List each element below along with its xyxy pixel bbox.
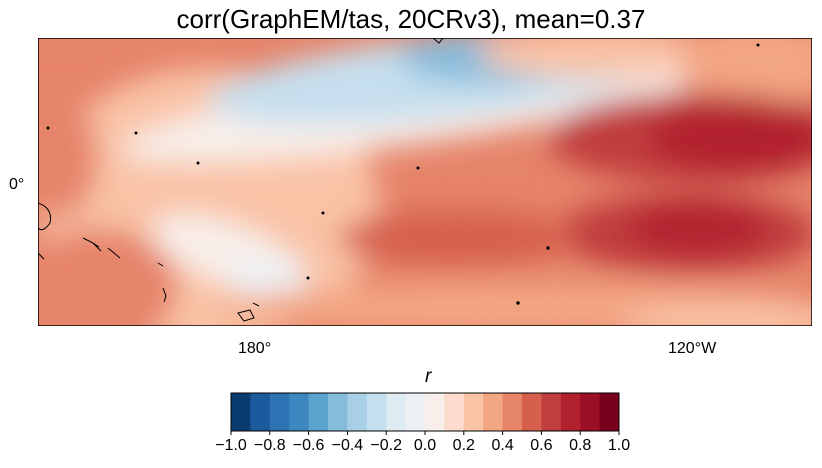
colorbar-tick-label: 0.0 (413, 437, 437, 454)
colorbar-segment (250, 393, 271, 431)
colorbar-segment (328, 393, 348, 431)
colorbar-segment (289, 393, 310, 431)
x-tick-label: 120°W (668, 340, 717, 357)
colorbar-segment (560, 393, 581, 431)
map-title: corr(GraphEM/tas, 20CRv3), mean=0.37 (176, 4, 646, 34)
colorbar-segment (502, 393, 523, 431)
colorbar-tick-label: 0.2 (452, 437, 475, 454)
colorbar-tick-label: −0.8 (254, 437, 286, 454)
colorbar-tick-label: 0.8 (569, 437, 592, 454)
colorbar-segment (347, 393, 368, 431)
coastlines (38, 38, 760, 322)
colorbar-segment (483, 393, 504, 431)
colorbar (230, 392, 620, 435)
colorbar-segment (405, 393, 426, 431)
colorbar-segment (231, 393, 251, 431)
correlation-map (38, 38, 812, 326)
colorbar-tick-label: −1.0 (215, 437, 247, 454)
x-tick-label: 180° (238, 340, 272, 357)
colorbar-segment (541, 393, 562, 431)
colorbar-tick-label: −0.6 (292, 437, 325, 454)
colorbar-tick-label: −0.2 (370, 437, 402, 454)
colorbar-segment (522, 393, 542, 431)
colorbar-segment (366, 393, 387, 431)
colorbar-segment (425, 393, 445, 431)
colorbar-segment (269, 393, 290, 431)
colorbar-segment (444, 393, 465, 431)
colorbar-segment (463, 393, 484, 431)
colorbar-segment (599, 393, 620, 431)
colorbar-label: r (425, 366, 432, 387)
colorbar-tick-label: −0.4 (331, 437, 364, 454)
colorbar-segment (308, 393, 329, 431)
colorbar-tick-label: 0.6 (530, 437, 553, 454)
colorbar-tick-label: 0.4 (491, 437, 514, 454)
colorbar-segment (580, 393, 601, 431)
colorbar-segment (386, 393, 407, 431)
colorbar-tick-label: 1.0 (607, 437, 631, 454)
y-tick-label: 0° (9, 176, 25, 193)
